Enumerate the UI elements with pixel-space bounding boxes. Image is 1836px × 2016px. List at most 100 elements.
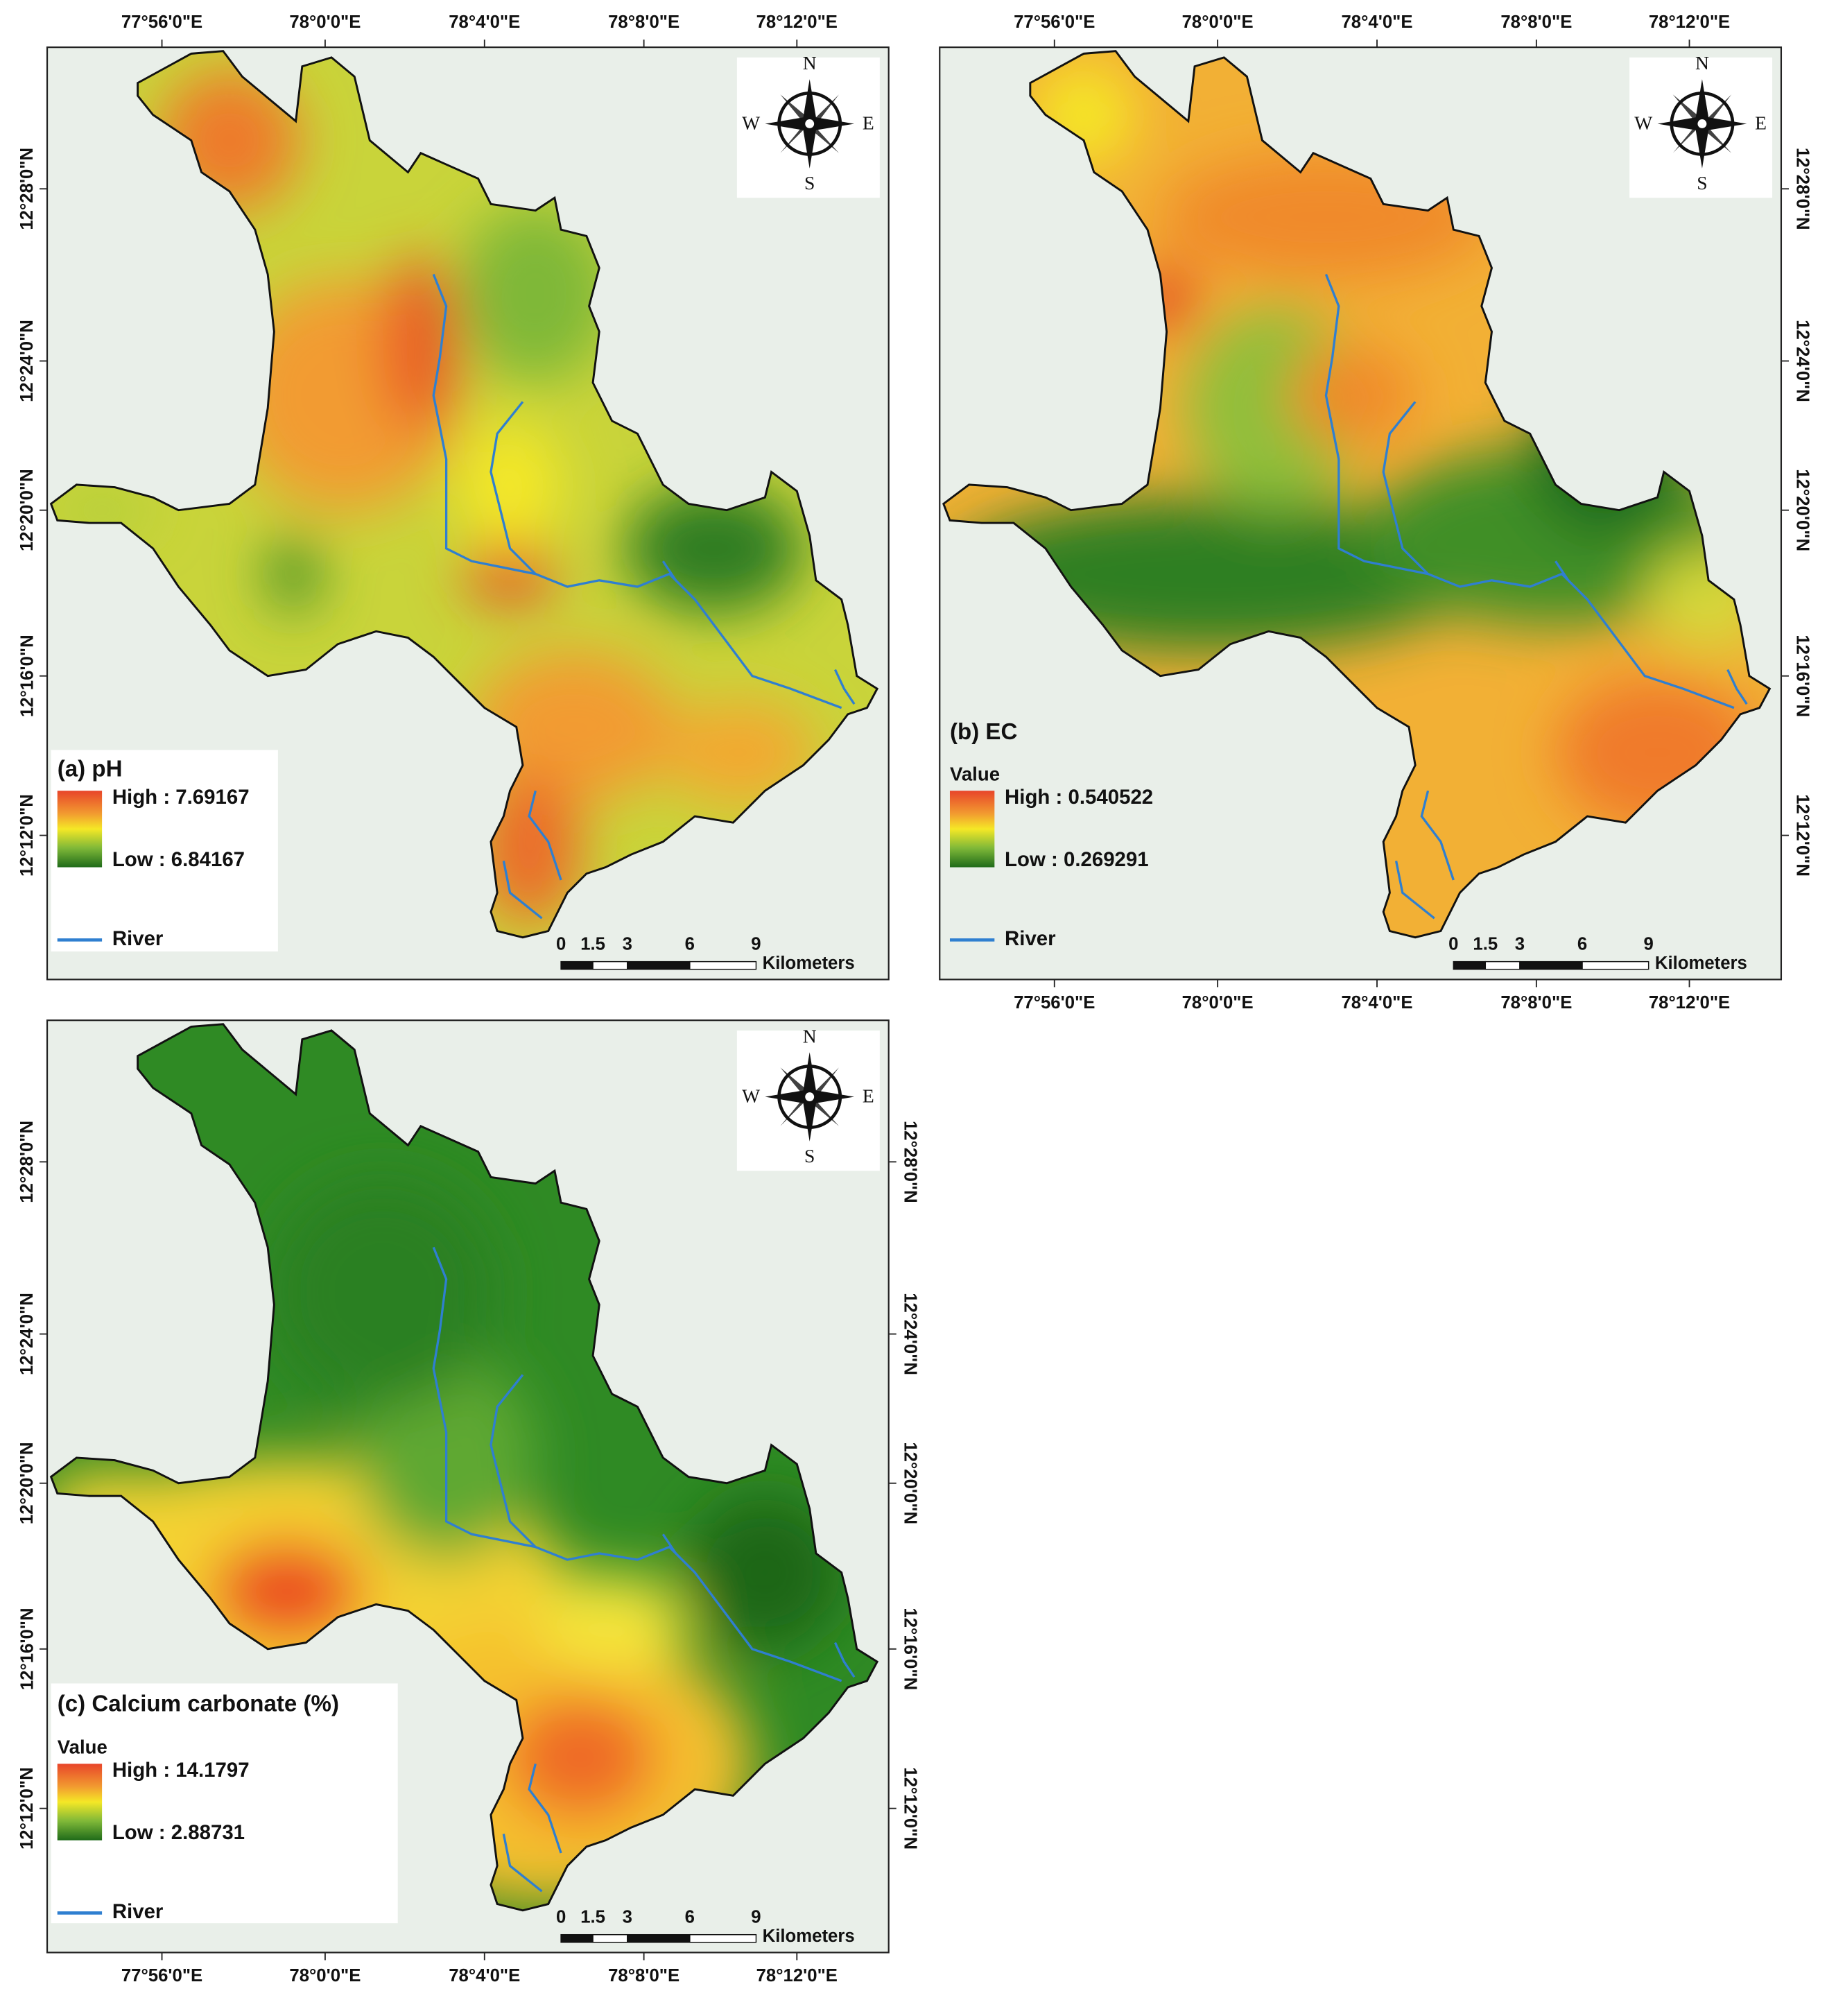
map-frame — [46, 46, 890, 981]
river — [432, 273, 842, 709]
longitude-label: 78°12'0"E — [1649, 993, 1730, 1013]
legend-ramp — [57, 791, 103, 868]
latitude-label: 12°24'0"N — [1793, 320, 1812, 402]
scale-segment — [592, 1933, 628, 1943]
compass-letter: S — [804, 1145, 815, 1166]
river — [528, 790, 562, 881]
scale-label: 1.5 — [580, 1908, 605, 1927]
compass-letter: E — [863, 112, 874, 134]
latitude-label: 12°16'0"N — [17, 1608, 37, 1690]
surface-zone — [459, 204, 612, 383]
legend-heading: Value — [58, 1737, 107, 1758]
legend-river: River — [1005, 927, 1056, 950]
legend-low: Low : 6.84167 — [112, 848, 245, 871]
scale-segment — [689, 1933, 757, 1943]
map-panel: 77°56'0"E 78°0'0"E 78°4'0"E 78°8'0"E 78°12'0… — [17, 12, 890, 981]
legend-low: Low : 0.269291 — [1005, 848, 1149, 871]
compass-letter: N — [803, 1025, 817, 1046]
compass-center — [804, 118, 815, 130]
compass-letter: E — [863, 1085, 874, 1107]
longitude-label: 77°56'0"E — [1014, 993, 1095, 1013]
surface-zone — [625, 484, 804, 612]
surface-zone — [1288, 344, 1416, 447]
scale-segment — [1519, 960, 1583, 970]
river — [661, 560, 677, 581]
scale-unit: Kilometers — [763, 954, 855, 973]
scale-segment — [626, 1933, 691, 1943]
latitude-label: 12°12'0"N — [17, 1767, 37, 1850]
surface-zone — [688, 1496, 842, 1649]
surface-zone — [465, 546, 555, 603]
river — [502, 1834, 543, 1893]
surface-zone — [210, 1540, 364, 1643]
river — [1726, 669, 1748, 705]
longitude-label: 78°4'0"E — [1341, 993, 1412, 1013]
map-panel: 77°56'0"E 77°56'0"E 78°0'0"E 78°0'0"E 78°4'0… — [939, 12, 1812, 1013]
latitude-label: 12°12'0"N — [900, 1767, 919, 1850]
scale-label: 0 — [556, 1908, 566, 1927]
surface-zone — [459, 420, 562, 549]
longitude-label: 78°8'0"E — [608, 1966, 679, 1985]
river — [833, 669, 856, 705]
map-frame — [46, 1019, 890, 1954]
scale-segment — [626, 960, 691, 970]
legend-high: High : 0.540522 — [1005, 786, 1153, 809]
river — [490, 1374, 537, 1548]
river — [1324, 273, 1735, 709]
compass-letter: N — [1695, 52, 1709, 74]
surface-zone — [535, 1572, 688, 1675]
longitude-label: 78°4'0"E — [449, 12, 520, 32]
legend-box — [51, 1683, 398, 1924]
scale-segment — [1453, 960, 1487, 970]
surface-zone — [663, 701, 816, 804]
legend-title: (a) pH — [58, 757, 123, 782]
scale-segment — [1582, 960, 1649, 970]
legend-low: Low : 2.88731 — [112, 1821, 245, 1844]
scale-segment — [560, 960, 594, 970]
river — [432, 1246, 842, 1682]
longitude-label: 78°12'0"E — [1649, 12, 1730, 32]
river — [833, 1642, 856, 1678]
boundary — [49, 1023, 879, 1912]
compass-center — [804, 1091, 815, 1103]
map-frame — [939, 46, 1783, 981]
longitude-label: 77°56'0"E — [1014, 12, 1095, 32]
scale-segment — [560, 1933, 594, 1943]
map-panel: 77°56'0"E 78°0'0"E 78°4'0"E 78°8'0"E 78°12'0… — [17, 1019, 919, 1985]
compass-letter: S — [1697, 172, 1707, 193]
scale-segment — [1484, 960, 1521, 970]
latitude-label: 12°16'0"N — [900, 1608, 919, 1690]
longitude-label: 78°8'0"E — [608, 12, 679, 32]
boundary — [942, 50, 1772, 939]
latitude-label: 12°16'0"N — [17, 635, 37, 717]
scale-unit: Kilometers — [1655, 954, 1747, 973]
scale-label: 1.5 — [1473, 935, 1498, 954]
legend-title: (c) Calcium carbonate (%) — [58, 1691, 339, 1716]
longitude-label: 78°12'0"E — [756, 12, 838, 32]
legend-river: River — [112, 1900, 164, 1923]
latitude-label: 12°12'0"N — [17, 794, 37, 877]
scale-label: 3 — [623, 935, 632, 954]
latitude-label: 12°20'0"N — [1793, 469, 1812, 551]
latitude-label: 12°28'0"N — [17, 1121, 37, 1203]
compass-letter: W — [742, 112, 760, 134]
longitude-label: 77°56'0"E — [121, 12, 202, 32]
latitude-label: 12°24'0"N — [900, 1293, 919, 1375]
compass-letter: S — [804, 172, 815, 193]
longitude-label: 77°56'0"E — [121, 1966, 202, 1985]
latitude-label: 12°16'0"N — [1793, 635, 1812, 717]
latitude-label: 12°24'0"N — [17, 1293, 37, 1375]
scale-label: 0 — [556, 935, 566, 954]
compass-letter: W — [742, 1085, 760, 1107]
scale-label: 9 — [751, 935, 761, 954]
compass-letter: E — [1755, 112, 1767, 134]
latitude-label: 12°28'0"N — [17, 148, 37, 230]
legend-high: High : 14.1797 — [112, 1759, 250, 1782]
scale-label: 1.5 — [580, 935, 605, 954]
river — [1420, 790, 1455, 881]
longitude-label: 78°0'0"E — [289, 1966, 361, 1985]
compass-letter: W — [1634, 112, 1652, 134]
river — [1554, 560, 1570, 581]
legend-high: High : 7.69167 — [112, 786, 250, 809]
